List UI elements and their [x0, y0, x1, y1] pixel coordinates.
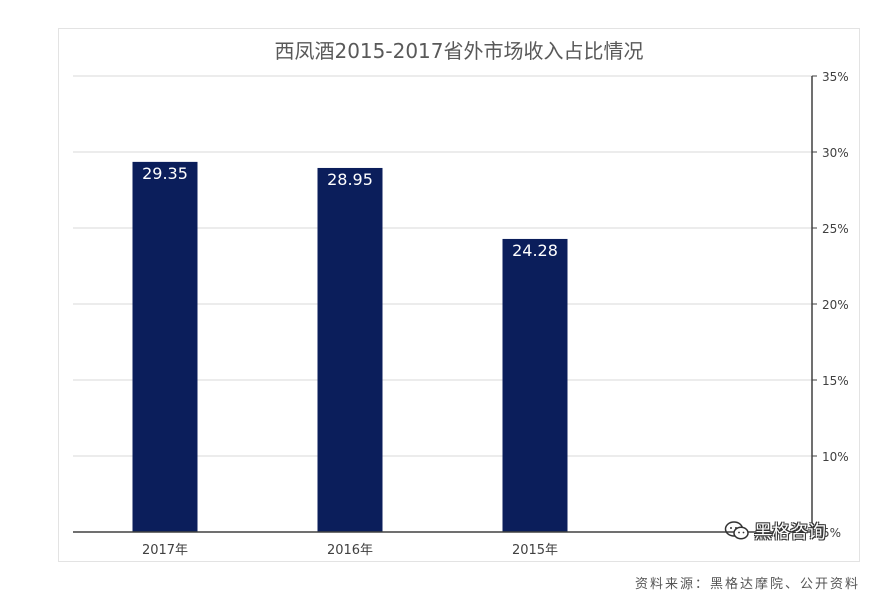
x-tick-label-2016年: 2016年	[327, 543, 373, 558]
y-tick-label-15: 15%	[822, 374, 849, 388]
watermark-text: 黑格咨询	[754, 522, 826, 543]
x-tick-label-2015年: 2015年	[512, 543, 558, 558]
bar-2016年	[317, 167, 383, 532]
data-label-2016年: 28.95	[327, 170, 373, 189]
watermark: 黑格咨询	[724, 518, 826, 544]
y-tick-label-35: 35%	[822, 70, 849, 84]
bar-2017年	[132, 161, 198, 532]
wechat-icon	[724, 521, 749, 540]
y-tick-label-5: 5%	[822, 526, 841, 540]
data-label-2017年: 29.35	[142, 164, 188, 183]
y-tick-label-30: 30%	[822, 146, 849, 160]
y-tick-label-20: 20%	[822, 298, 849, 312]
bar-2015年	[502, 238, 568, 532]
data-label-2015年: 24.28	[512, 241, 558, 260]
x-tick-label-2017年: 2017年	[142, 543, 188, 558]
y-tick-label-10: 10%	[822, 450, 849, 464]
bars: 29.35 28.95 24.28	[132, 161, 568, 532]
axes: 35% 30% 25% 20% 15% 10% 5% 2017年 2016年 2015年	[73, 70, 849, 558]
source-note: 资料来源：黑格达摩院、公开资料	[634, 577, 860, 592]
y-tick-label-25: 25%	[822, 222, 849, 236]
chart-title: 西凤酒2015-2017省外市场收入占比情况	[274, 39, 643, 63]
